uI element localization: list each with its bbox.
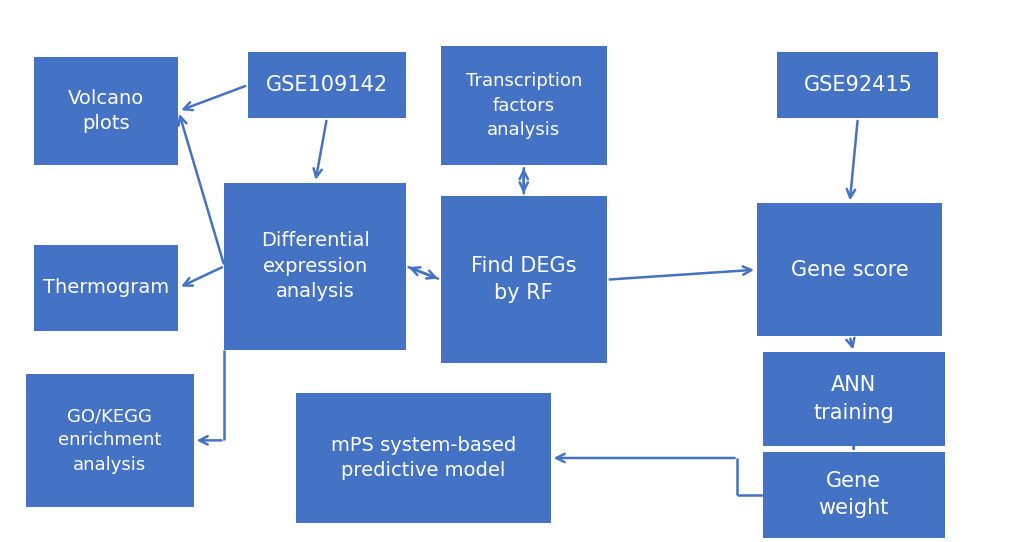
- Text: Find DEGs
by RF: Find DEGs by RF: [471, 256, 576, 304]
- FancyBboxPatch shape: [248, 52, 406, 118]
- FancyBboxPatch shape: [34, 245, 178, 331]
- FancyBboxPatch shape: [224, 183, 406, 350]
- Text: Differential
expression
analysis: Differential expression analysis: [261, 231, 369, 301]
- FancyBboxPatch shape: [762, 352, 944, 446]
- Text: Gene
weight: Gene weight: [818, 471, 888, 519]
- Text: Volcano
plots: Volcano plots: [68, 89, 144, 133]
- FancyBboxPatch shape: [34, 57, 178, 165]
- Text: Transcription
factors
analysis: Transcription factors analysis: [465, 73, 582, 139]
- FancyBboxPatch shape: [776, 52, 937, 118]
- FancyBboxPatch shape: [762, 452, 944, 538]
- FancyBboxPatch shape: [756, 203, 942, 336]
- Text: Thermogram: Thermogram: [43, 278, 169, 298]
- FancyBboxPatch shape: [296, 393, 550, 523]
- Text: Gene score: Gene score: [790, 260, 908, 280]
- Text: GSE109142: GSE109142: [266, 75, 387, 95]
- FancyBboxPatch shape: [25, 374, 194, 507]
- Text: GSE92415: GSE92415: [803, 75, 911, 95]
- Text: ANN
training: ANN training: [812, 375, 894, 423]
- FancyBboxPatch shape: [440, 196, 606, 363]
- FancyBboxPatch shape: [440, 46, 606, 165]
- Text: GO/KEGG
enrichment
analysis: GO/KEGG enrichment analysis: [58, 407, 161, 474]
- Text: mPS system-based
predictive model: mPS system-based predictive model: [330, 436, 516, 480]
